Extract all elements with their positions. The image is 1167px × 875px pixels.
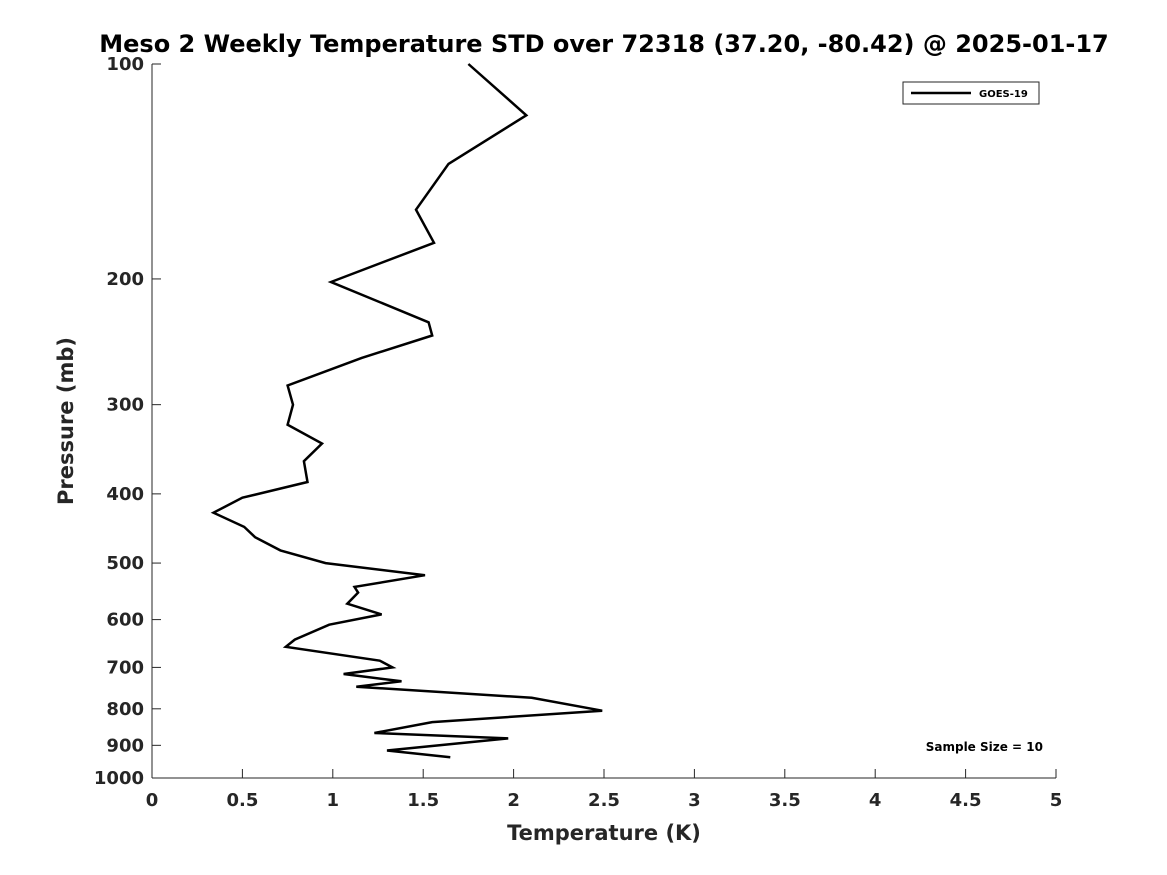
x-tick-label: 5: [1050, 790, 1063, 811]
axes: [151, 64, 1056, 779]
x-tick-label: 2.5: [588, 790, 620, 811]
x-tick-label: 2: [507, 790, 520, 811]
y-tick-label: 700: [106, 657, 144, 678]
y-ticks: 100 200 300 400 500 600 700 800 900 1000: [94, 54, 161, 789]
series-layer: [210, 63, 603, 759]
y-tick-label: 900: [106, 735, 144, 756]
chart-title: Meso 2 Weekly Temperature STD over 72318…: [99, 30, 1109, 58]
y-tick-label: 200: [106, 269, 144, 290]
y-tick-label: 600: [106, 610, 144, 631]
y-tick-label: 300: [106, 395, 144, 416]
sample-size-annotation: Sample Size = 10: [926, 740, 1043, 754]
series-line-goes-19: [210, 63, 603, 759]
x-tick-label: 4: [869, 790, 882, 811]
x-tick-label: 1.5: [407, 790, 439, 811]
y-tick-label: 500: [106, 553, 144, 574]
y-tick-label: 400: [106, 484, 144, 505]
x-axis-label: Temperature (K): [507, 821, 701, 845]
y-tick-label: 1000: [94, 768, 144, 789]
legend: GOES-19: [902, 81, 1040, 105]
x-tick-label: 4.5: [950, 790, 982, 811]
y-tick-label: 800: [106, 699, 144, 720]
x-ticks: 0 0.5 1 1.5 2 2.5 3 3.5 4 4.5 5: [146, 769, 1063, 811]
x-tick-label: 3: [688, 790, 701, 811]
x-tick-label: 3.5: [769, 790, 801, 811]
legend-label-goes-19: GOES-19: [979, 89, 1028, 100]
y-tick-label: 100: [106, 54, 144, 75]
x-tick-label: 0: [146, 790, 159, 811]
plot-area: [152, 64, 1056, 778]
y-axis-label: Pressure (mb): [54, 337, 78, 505]
x-tick-label: 1: [327, 790, 340, 811]
x-tick-label: 0.5: [226, 790, 258, 811]
